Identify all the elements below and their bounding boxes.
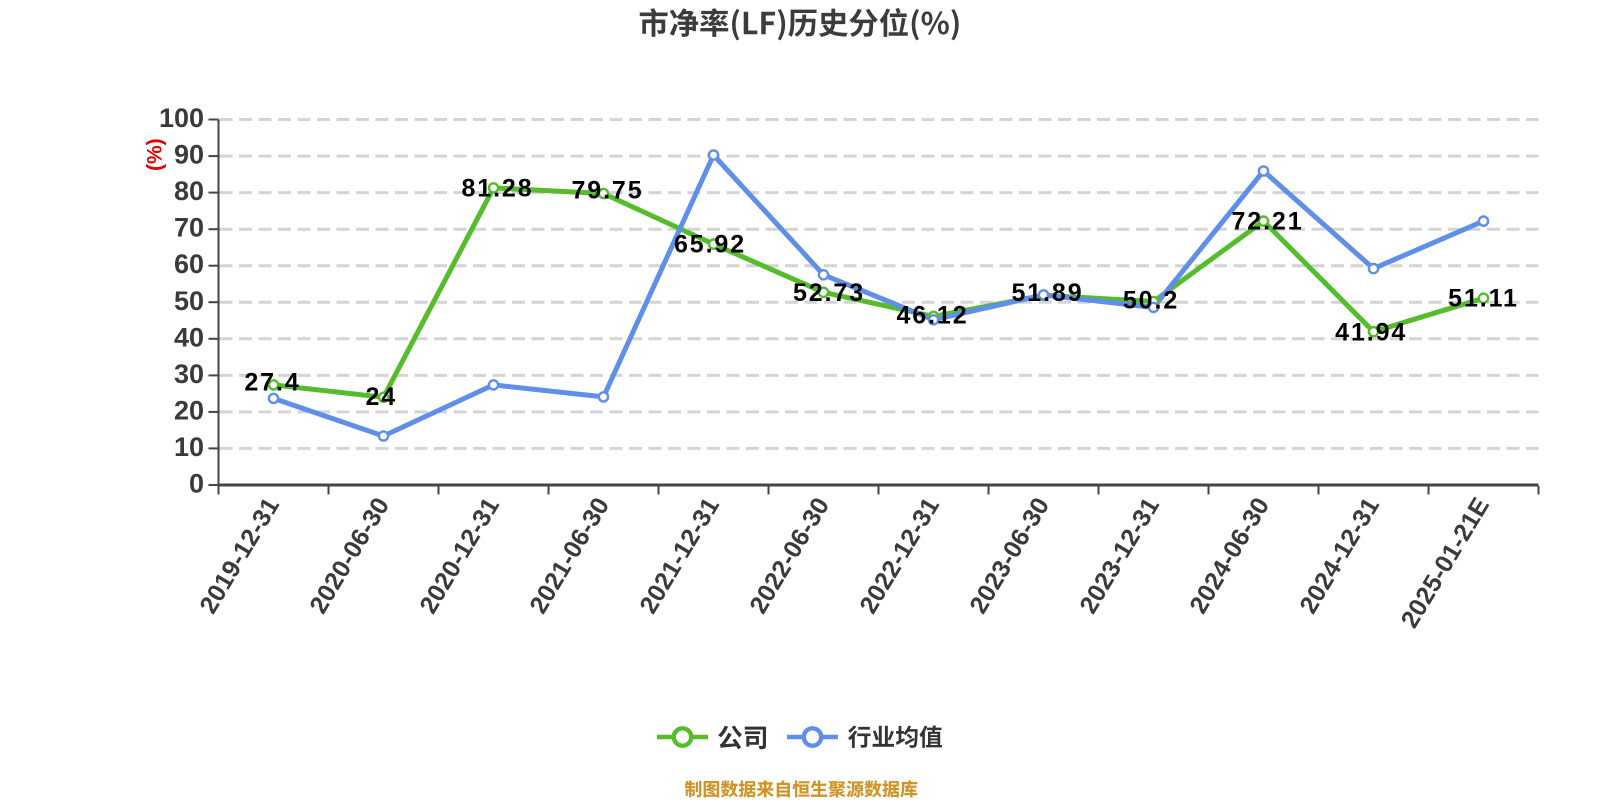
svg-text:(%): (%) (144, 138, 167, 171)
svg-text:10: 10 (174, 432, 204, 462)
svg-text:51.11: 51.11 (1448, 285, 1519, 313)
svg-text:100: 100 (159, 103, 204, 133)
svg-text:72.21: 72.21 (1231, 208, 1303, 236)
svg-text:51.89: 51.89 (1011, 279, 1083, 307)
svg-text:90: 90 (174, 140, 204, 170)
svg-text:20: 20 (174, 395, 204, 425)
svg-text:24: 24 (365, 383, 397, 411)
svg-text:60: 60 (174, 249, 204, 279)
svg-text:41.94: 41.94 (1335, 319, 1407, 347)
svg-text:40: 40 (174, 322, 204, 352)
svg-text:79.75: 79.75 (571, 177, 643, 205)
svg-text:0: 0 (189, 469, 204, 499)
svg-text:50.2: 50.2 (1123, 287, 1179, 315)
svg-text:30: 30 (174, 359, 204, 389)
svg-text:27.4: 27.4 (244, 369, 300, 397)
svg-text:80: 80 (174, 176, 204, 206)
svg-text:70: 70 (174, 213, 204, 243)
svg-text:50: 50 (174, 286, 204, 316)
svg-text:52.73: 52.73 (793, 279, 865, 307)
svg-text:46.12: 46.12 (896, 301, 968, 329)
svg-text:81.28: 81.28 (461, 174, 533, 202)
svg-text:65.92: 65.92 (674, 231, 746, 259)
